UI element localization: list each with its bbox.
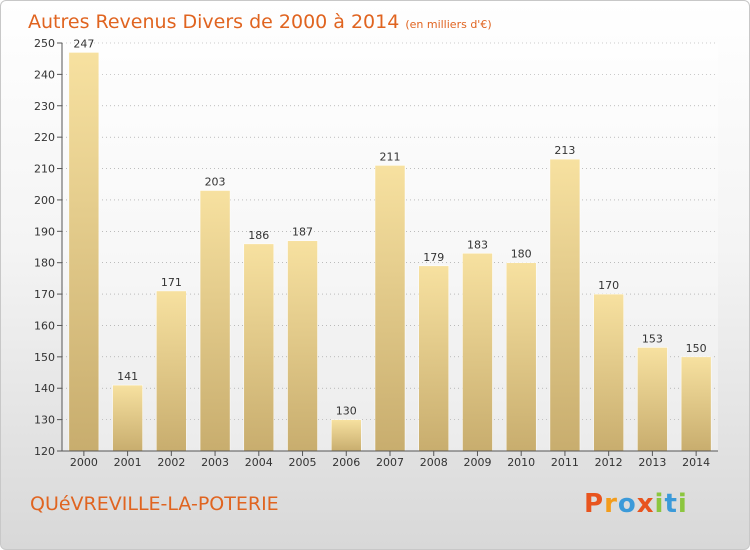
y-tick-label: 150 [34, 351, 55, 364]
data-label: 130 [336, 405, 357, 418]
brand-letter: r [604, 489, 618, 519]
data-label: 141 [117, 370, 138, 383]
data-label: 171 [161, 276, 182, 289]
bar-2001 [112, 384, 143, 452]
x-tick-label: 2009 [463, 456, 491, 469]
data-label: 211 [380, 150, 401, 163]
data-label: 180 [511, 248, 532, 261]
x-tick-label: 2004 [245, 456, 273, 469]
subtitle-text: (en milliers d'€) [405, 18, 492, 31]
x-tick-label: 2005 [289, 456, 317, 469]
y-tick-label: 250 [34, 37, 55, 50]
bar-2000 [68, 52, 100, 452]
data-label: 170 [598, 279, 619, 292]
brand-letter: x [636, 489, 655, 519]
x-tick-label: 2006 [332, 456, 360, 469]
bar-2011 [549, 158, 581, 452]
data-label: 203 [205, 176, 226, 189]
bar-2005 [287, 240, 318, 452]
x-tick-label: 2012 [595, 456, 623, 469]
data-label: 213 [554, 144, 575, 157]
brand-letter: i [677, 489, 688, 519]
y-tick-label: 160 [34, 319, 55, 332]
y-tick-label: 120 [34, 445, 55, 458]
bar-2014 [680, 356, 712, 452]
brand-letter: t [664, 489, 678, 519]
x-tick-label: 2013 [638, 456, 666, 469]
chart-title: Autres Revenus Divers de 2000 à 2014 (en … [28, 11, 492, 33]
x-tick-label: 2011 [551, 456, 579, 469]
bar-2003 [199, 190, 231, 452]
x-tick-label: 2010 [507, 456, 535, 469]
bar-2004 [243, 243, 275, 452]
bar-2013 [637, 347, 668, 452]
x-tick-label: 2003 [201, 456, 229, 469]
x-tick-label: 2007 [376, 456, 404, 469]
y-tick-label: 180 [34, 257, 55, 270]
data-label: 247 [73, 37, 94, 50]
data-label: 153 [642, 332, 663, 345]
bar-2007 [374, 165, 406, 452]
data-label: 179 [423, 251, 444, 264]
bar-2009 [462, 253, 493, 452]
brand-letter: P [584, 489, 605, 519]
bar-2012 [593, 293, 624, 452]
x-tick-label: 2002 [157, 456, 185, 469]
y-tick-label: 240 [34, 68, 55, 81]
brand-logo: Proxiti [584, 489, 688, 519]
y-tick-label: 190 [34, 225, 55, 238]
y-tick-label: 220 [34, 131, 55, 144]
x-tick-label: 2001 [114, 456, 142, 469]
data-label: 183 [467, 238, 488, 251]
commune-name: QUéVREVILLE-LA-POTERIE [30, 493, 279, 515]
bar-2010 [505, 262, 537, 452]
y-tick-label: 170 [34, 288, 55, 301]
x-tick-label: 2008 [420, 456, 448, 469]
bar-2002 [156, 290, 187, 452]
y-tick-label: 210 [34, 163, 55, 176]
bar-2006 [331, 419, 362, 452]
data-label: 187 [292, 226, 313, 239]
x-tick-label: 2000 [70, 456, 98, 469]
bar-2008 [418, 265, 449, 452]
brand-letter: o [617, 489, 637, 519]
y-tick-label: 230 [34, 100, 55, 113]
y-tick-label: 200 [34, 194, 55, 207]
x-tick-label: 2014 [682, 456, 710, 469]
title-text: Autres Revenus Divers de 2000 à 2014 [28, 11, 400, 33]
data-label: 150 [686, 342, 707, 355]
y-tick-label: 130 [34, 414, 55, 427]
y-tick-label: 140 [34, 382, 55, 395]
brand-letter: i [654, 489, 665, 519]
data-label: 186 [248, 229, 269, 242]
